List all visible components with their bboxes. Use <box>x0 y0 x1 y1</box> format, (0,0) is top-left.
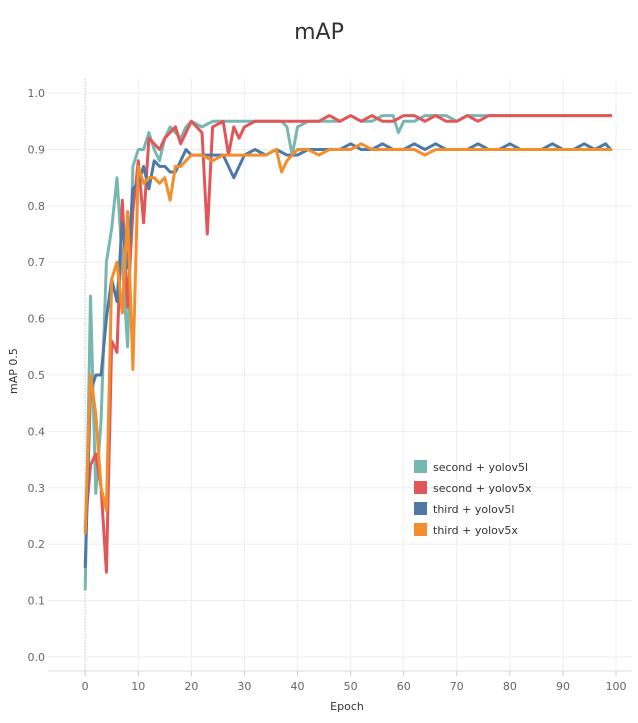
x-axis-label: Epoch <box>330 700 364 713</box>
y-tick-label: 1.0 <box>28 87 46 100</box>
x-tick-label: 20 <box>184 680 198 693</box>
legend-swatch <box>414 502 427 515</box>
x-tick-label: 40 <box>291 680 305 693</box>
legend-swatch <box>414 481 427 494</box>
legend-swatch <box>414 460 427 473</box>
legend-label: second + yolov5l <box>433 461 528 474</box>
y-tick-label: 0.1 <box>28 595 46 608</box>
series-line-0 <box>83 114 613 591</box>
chart-title: mAP <box>294 20 344 45</box>
x-tick-label: 80 <box>503 680 517 693</box>
y-tick-label: 0.7 <box>28 256 46 269</box>
series-line-1 <box>83 114 613 574</box>
x-tick-label: 0 <box>82 680 89 693</box>
x-tick-label: 90 <box>556 680 570 693</box>
y-tick-label: 0.3 <box>28 482 46 495</box>
y-tick-label: 0.0 <box>28 651 46 664</box>
y-tick-label: 0.9 <box>28 143 46 156</box>
legend-label: second + yolov5x <box>433 482 532 495</box>
y-axis-label: mAP 0.5 <box>7 348 20 394</box>
series-line-3 <box>83 142 613 535</box>
y-tick-label: 0.8 <box>28 200 46 213</box>
x-tick-label: 30 <box>237 680 251 693</box>
y-tick-label: 0.6 <box>28 313 46 326</box>
legend-label: third + yolov5l <box>433 503 514 516</box>
legend: second + yolov5l second + yolov5x third + … <box>414 460 532 537</box>
y-tick-label: 0.5 <box>28 369 46 382</box>
y-axis-ticks: 0.0 0.1 0.2 0.3 0.4 0.5 0.6 0.7 0.8 0.9 1.0 <box>28 87 46 664</box>
y-tick-label: 0.2 <box>28 538 46 551</box>
legend-label: third + yolov5x <box>433 524 518 537</box>
y-tick-label: 0.4 <box>28 425 46 438</box>
x-tick-label: 60 <box>397 680 411 693</box>
series-lines <box>83 114 613 591</box>
series-line-2 <box>83 142 613 569</box>
x-tick-label: 100 <box>606 680 627 693</box>
legend-swatch <box>414 523 427 536</box>
x-tick-label: 10 <box>131 680 145 693</box>
x-axis-ticks: 0 10 20 30 40 50 60 70 80 90 100 <box>82 671 627 693</box>
x-tick-label: 70 <box>450 680 464 693</box>
x-tick-label: 50 <box>344 680 358 693</box>
grid <box>48 79 632 672</box>
